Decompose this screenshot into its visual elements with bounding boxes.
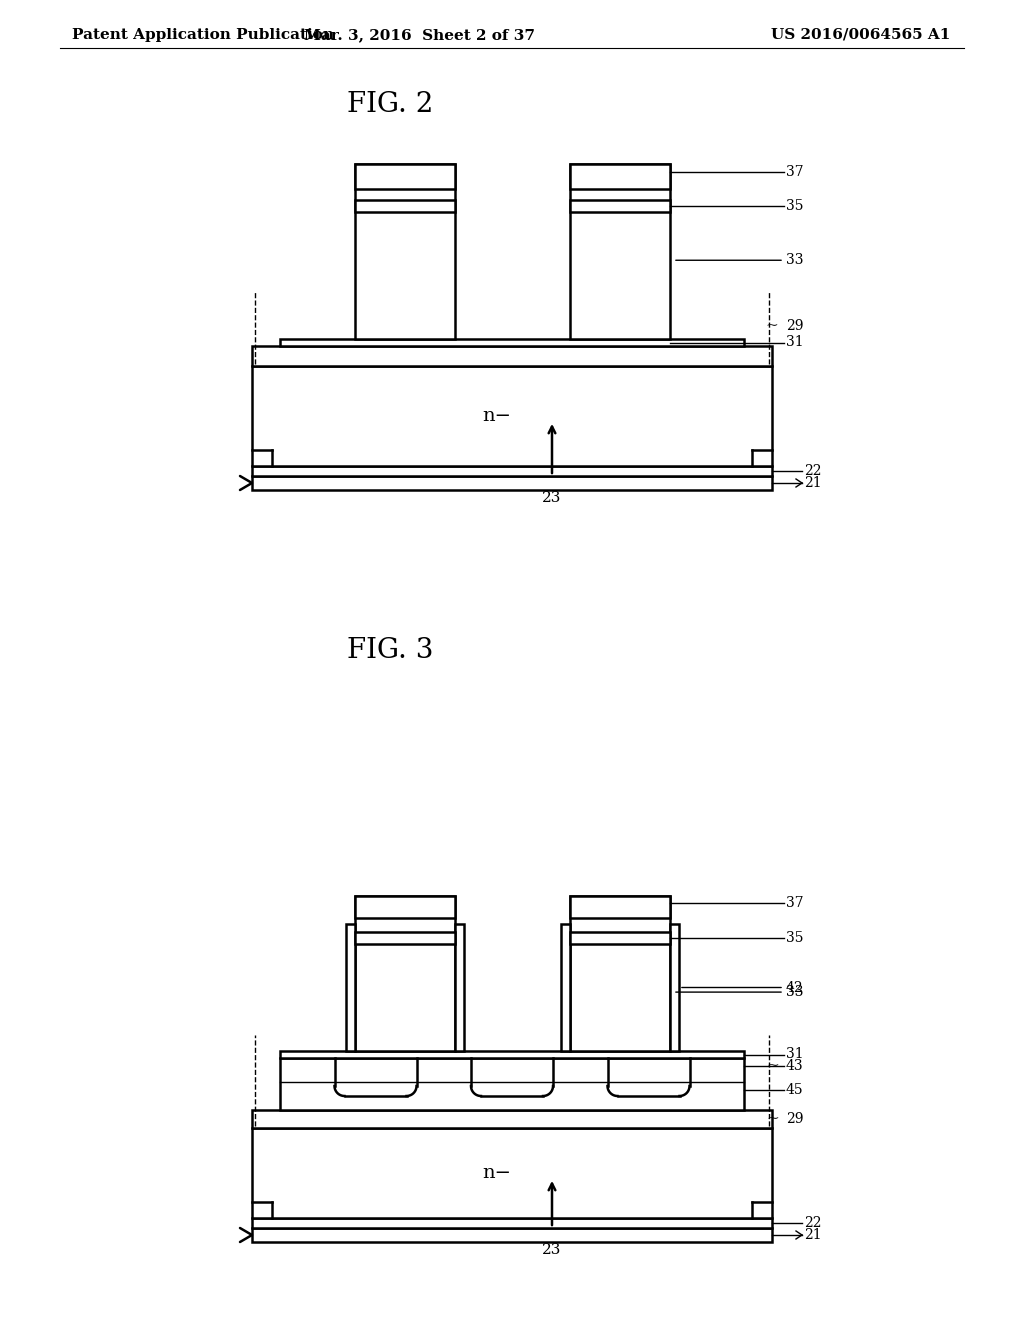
Text: 33: 33: [786, 985, 804, 999]
Bar: [570, 164, 670, 339]
Text: n−: n−: [482, 1164, 512, 1181]
Bar: [252, 1228, 772, 1242]
Text: 37: 37: [786, 896, 804, 909]
Text: 31: 31: [786, 335, 804, 350]
Text: 45: 45: [786, 1082, 804, 1097]
Text: 23: 23: [543, 491, 562, 506]
Bar: [570, 896, 670, 1051]
Text: Patent Application Publication: Patent Application Publication: [72, 28, 334, 42]
Bar: [355, 201, 455, 213]
Text: FIG. 2: FIG. 2: [347, 91, 433, 119]
Bar: [252, 477, 772, 490]
Text: 21: 21: [804, 1228, 821, 1242]
Text: 23: 23: [543, 1243, 562, 1257]
Bar: [355, 164, 455, 189]
Text: 31: 31: [786, 1048, 804, 1061]
Bar: [280, 1059, 744, 1110]
Text: FIG. 3: FIG. 3: [347, 636, 433, 664]
Text: Mar. 3, 2016  Sheet 2 of 37: Mar. 3, 2016 Sheet 2 of 37: [304, 28, 536, 42]
Text: 37: 37: [786, 165, 804, 180]
Bar: [346, 924, 355, 1051]
Bar: [355, 896, 455, 1051]
Bar: [252, 1129, 772, 1218]
Bar: [570, 896, 670, 917]
Bar: [280, 339, 744, 346]
Text: 21: 21: [804, 477, 821, 490]
Text: 35: 35: [786, 931, 804, 945]
Bar: [280, 1051, 744, 1059]
Bar: [670, 924, 679, 1051]
Text: 42: 42: [786, 981, 804, 994]
Bar: [355, 896, 455, 917]
Text: ~: ~: [766, 1111, 779, 1126]
Bar: [252, 1218, 772, 1228]
Bar: [570, 201, 670, 213]
Text: n−: n−: [482, 407, 512, 425]
Text: 22: 22: [804, 1216, 821, 1230]
Bar: [455, 924, 464, 1051]
Text: 22: 22: [804, 465, 821, 478]
Text: 33: 33: [786, 253, 804, 267]
Bar: [252, 1110, 772, 1129]
Text: 29: 29: [786, 319, 804, 333]
Bar: [252, 366, 772, 466]
Bar: [561, 924, 570, 1051]
Text: 35: 35: [786, 199, 804, 213]
Text: 43: 43: [786, 1059, 804, 1073]
Text: ~: ~: [766, 1059, 779, 1073]
Bar: [570, 932, 670, 944]
Text: 29: 29: [786, 1111, 804, 1126]
Bar: [252, 346, 772, 366]
Text: US 2016/0064565 A1: US 2016/0064565 A1: [771, 28, 950, 42]
Bar: [570, 164, 670, 189]
Text: ~: ~: [765, 319, 778, 333]
Bar: [355, 932, 455, 944]
Bar: [252, 466, 772, 477]
Bar: [355, 164, 455, 339]
